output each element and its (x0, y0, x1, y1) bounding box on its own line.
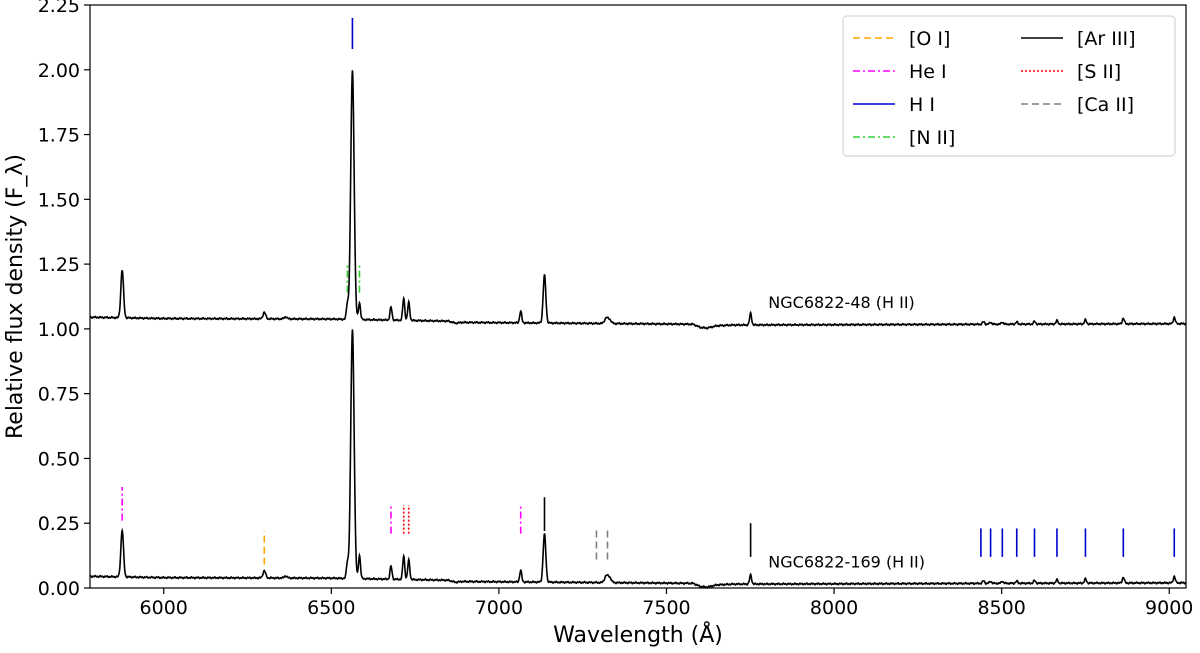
y-tick-label-0: 0.00 (38, 578, 80, 600)
y-tick-label-5: 1.25 (38, 254, 80, 276)
axes: 6000 6500 7000 7500 8000 8500 9000 0.00 0.25 0.50… (3, 0, 1193, 648)
x-tick-label-2: 7000 (475, 597, 523, 619)
legend: [O I] He I H I [N II] [Ar III] [S II] [Ca II] (842, 15, 1176, 157)
y-tick-label-1: 0.25 (38, 513, 80, 535)
spectrum-line-0 (89, 70, 1187, 330)
legend-label-0-2: H I (909, 94, 935, 116)
plot-frame (89, 4, 1187, 589)
x-tick-label-6: 9000 (1145, 597, 1193, 619)
y-tick-label-7: 1.75 (38, 125, 80, 147)
x-tick-label-5: 8500 (977, 597, 1025, 619)
y-tick-label-3: 0.75 (38, 384, 80, 406)
y-tick-label-4: 1.00 (38, 319, 80, 341)
y-tick-label-2: 0.50 (38, 448, 80, 470)
legend-label-0-0: [O I] (909, 28, 950, 50)
legend-label-0-3: [N II] (909, 127, 955, 149)
y-tick-label-8: 2.00 (38, 60, 80, 82)
x-tick-label-1: 6500 (307, 597, 355, 619)
x-axis-label: Wavelength (Å) (553, 621, 723, 648)
legend-label-1-0: [Ar III] (1077, 28, 1135, 50)
spectrum-annotations: NGC6822-48 (H II) NGC6822-169 (H II) (768, 293, 925, 571)
y-tick-label-6: 1.50 (38, 189, 80, 211)
x-tick-label-4: 8000 (810, 597, 858, 619)
annotation-1: NGC6822-169 (H II) (768, 552, 925, 571)
annotation-0: NGC6822-48 (H II) (768, 293, 915, 312)
y-tick-label-9: 2.25 (38, 0, 80, 17)
legend-label-0-1: He I (909, 61, 947, 83)
y-axis-label: Relative flux density (F_λ) (3, 154, 28, 439)
spectrum-line-1 (89, 329, 1187, 589)
x-tick-label-0: 6000 (140, 597, 188, 619)
legend-label-1-1: [S II] (1077, 61, 1121, 83)
x-tick-label-3: 7500 (642, 597, 690, 619)
spectra (89, 70, 1187, 589)
legend-label-1-2: [Ca II] (1077, 94, 1134, 116)
line-markers (121, 17, 1176, 565)
legend-box (842, 15, 1176, 157)
